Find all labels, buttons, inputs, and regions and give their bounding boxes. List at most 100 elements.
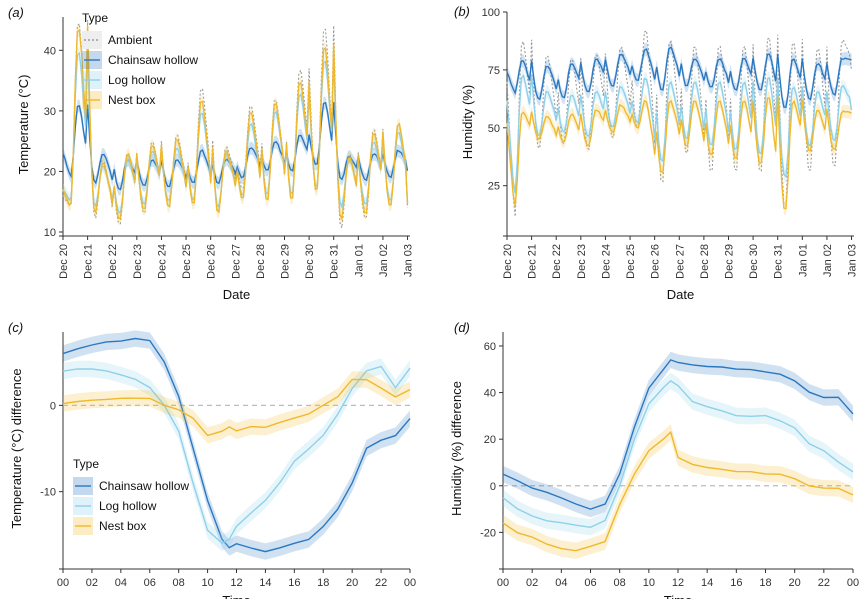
- x-tick-label: Dec 30: [304, 244, 316, 279]
- legend-key-chainsaw-hollow: Chainsaw hollow: [82, 51, 198, 69]
- x-tick-label: 06: [144, 577, 156, 589]
- x-tick-label: 22: [375, 577, 387, 589]
- y-tick-label: 30: [44, 106, 56, 118]
- y-tick-label: 75: [488, 65, 500, 77]
- x-tick-label: Dec 20: [58, 244, 70, 279]
- y-tick-label: 60: [484, 341, 496, 353]
- y-tick-label: -10: [40, 487, 56, 499]
- y-tick-label: 0: [50, 400, 56, 412]
- panel-c-temperature-difference-by-time: -10000020406081012141618202200TimeTemper…: [8, 320, 416, 599]
- x-tick-label: Dec 27: [674, 244, 686, 279]
- x-tick-label: 10: [643, 577, 655, 589]
- x-tick-label: 18: [759, 577, 771, 589]
- x-tick-label: Jan 02: [822, 244, 834, 277]
- x-tick-label: 18: [317, 577, 329, 589]
- series-band-nest-box: [63, 371, 410, 444]
- series-line-chainsaw-hollow: [62, 337, 411, 553]
- x-tick-label: Dec 20: [502, 244, 514, 279]
- x-tick-label: Dec 26: [650, 244, 662, 279]
- x-tick-label: 02: [86, 577, 98, 589]
- x-tick-label: Dec 25: [625, 244, 637, 279]
- y-tick-label: 20: [484, 434, 496, 446]
- x-tick-label: 10: [201, 577, 213, 589]
- x-tick-label: Dec 25: [181, 244, 193, 279]
- series-band-nest-box: [503, 424, 853, 559]
- legend-label-log-hollow: Log hollow: [99, 499, 157, 513]
- panel-label: (d): [454, 320, 470, 335]
- x-tick-label: 20: [346, 577, 358, 589]
- y-tick-label: 50: [488, 123, 500, 135]
- x-tick-label: 00: [57, 577, 69, 589]
- legend-key-ambient: Ambient: [82, 31, 153, 49]
- panel-label: (c): [8, 320, 23, 335]
- y-tick-label: 40: [484, 388, 496, 400]
- x-tick-label: Dec 22: [107, 244, 119, 279]
- x-axis-title: Date: [223, 287, 250, 302]
- x-tick-label: Dec 28: [255, 244, 267, 279]
- series-line-ambient: [62, 20, 409, 229]
- x-tick-label: 16: [288, 577, 300, 589]
- x-tick-label: Jan 03: [847, 244, 859, 277]
- legend-title: Type: [73, 457, 99, 471]
- legend-key-log-hollow: Log hollow: [82, 71, 166, 89]
- legend-key-nest-box: Nest box: [82, 91, 155, 109]
- x-tick-label: Jan 01: [353, 244, 365, 277]
- y-axis-title: Temperature (°C): [16, 75, 31, 175]
- x-tick-label: 20: [789, 577, 801, 589]
- panel-a-temperature-by-date: 10 20 30 40 Dec 20 Dec 21 Dec 22 Dec 23 Dec 24 De…: [8, 5, 415, 302]
- x-tick-label: Dec 24: [156, 244, 168, 279]
- legend-label-chainsaw-hollow: Chainsaw hollow: [108, 53, 198, 67]
- series-line-log-hollow: [62, 365, 411, 544]
- y-tick-label: -20: [480, 527, 496, 539]
- legend-title: Type: [82, 11, 108, 25]
- y-tick-label: 0: [490, 481, 496, 493]
- series-line-nest-box: [506, 95, 852, 210]
- panel-d-humidity-difference-by-time: -20 0 20 40 60 00 02 04 06 08 10 12 14 16 18 20 22 00 Time…: [449, 320, 859, 599]
- x-tick-label: 02: [526, 577, 538, 589]
- legend-label-ambient: Ambient: [108, 33, 153, 47]
- x-axis-title: Date: [667, 287, 694, 302]
- x-tick-label: Dec 31: [329, 244, 341, 279]
- x-tick-label: 14: [259, 577, 271, 589]
- series-line-log-hollow: [506, 74, 853, 194]
- legend-key-log-hollow: Log hollow: [73, 497, 157, 515]
- series-band-log-hollow: [63, 358, 410, 552]
- x-tick-label: Dec 21: [83, 244, 95, 279]
- x-tick-label: 00: [404, 577, 416, 589]
- x-tick-label: Jan 01: [797, 244, 809, 277]
- panel-label: (b): [454, 4, 470, 19]
- series-line-chainsaw-hollow: [506, 46, 852, 108]
- y-axis-title: Humidity (%): [460, 85, 475, 159]
- x-tick-label: Dec 22: [551, 244, 563, 279]
- x-tick-label: 08: [614, 577, 626, 589]
- x-tick-label: Dec 31: [773, 244, 785, 279]
- x-tick-label: 22: [818, 577, 830, 589]
- x-tick-label: 00: [847, 577, 859, 589]
- series-band-chainsaw-hollow: [507, 40, 852, 114]
- y-tick-label: 25: [488, 181, 500, 193]
- y-tick-label: 100: [482, 7, 500, 19]
- legend-label-chainsaw-hollow: Chainsaw hollow: [99, 479, 189, 493]
- x-tick-label: Dec 28: [699, 244, 711, 279]
- x-tick-label: 14: [701, 577, 713, 589]
- x-axis-title: Time: [222, 593, 250, 599]
- x-tick-label: 00: [497, 577, 509, 589]
- series-line-ambient: [506, 29, 853, 217]
- x-tick-label: Dec 29: [279, 244, 291, 279]
- x-tick-label: Dec 29: [723, 244, 735, 279]
- x-tick-label: 12: [230, 577, 242, 589]
- legend-key-chainsaw-hollow: Chainsaw hollow: [73, 477, 189, 495]
- series-line-log-hollow: [502, 380, 854, 529]
- panel-label: (a): [8, 5, 24, 20]
- series-line-chainsaw-hollow: [502, 359, 854, 510]
- x-tick-label: Jan 03: [403, 244, 415, 277]
- x-tick-label: Dec 26: [206, 244, 218, 279]
- series-line-chainsaw-hollow: [62, 101, 409, 191]
- legend-label-nest-box: Nest box: [99, 519, 146, 533]
- y-axis-title: Temperature (°C) difference: [9, 368, 24, 528]
- series-line-nest-box: [502, 430, 854, 552]
- panel-b-humidity-by-date: 25 50 75 100 Dec 20 Dec 21 Dec 22 Dec 23 Dec 24 D…: [454, 4, 859, 302]
